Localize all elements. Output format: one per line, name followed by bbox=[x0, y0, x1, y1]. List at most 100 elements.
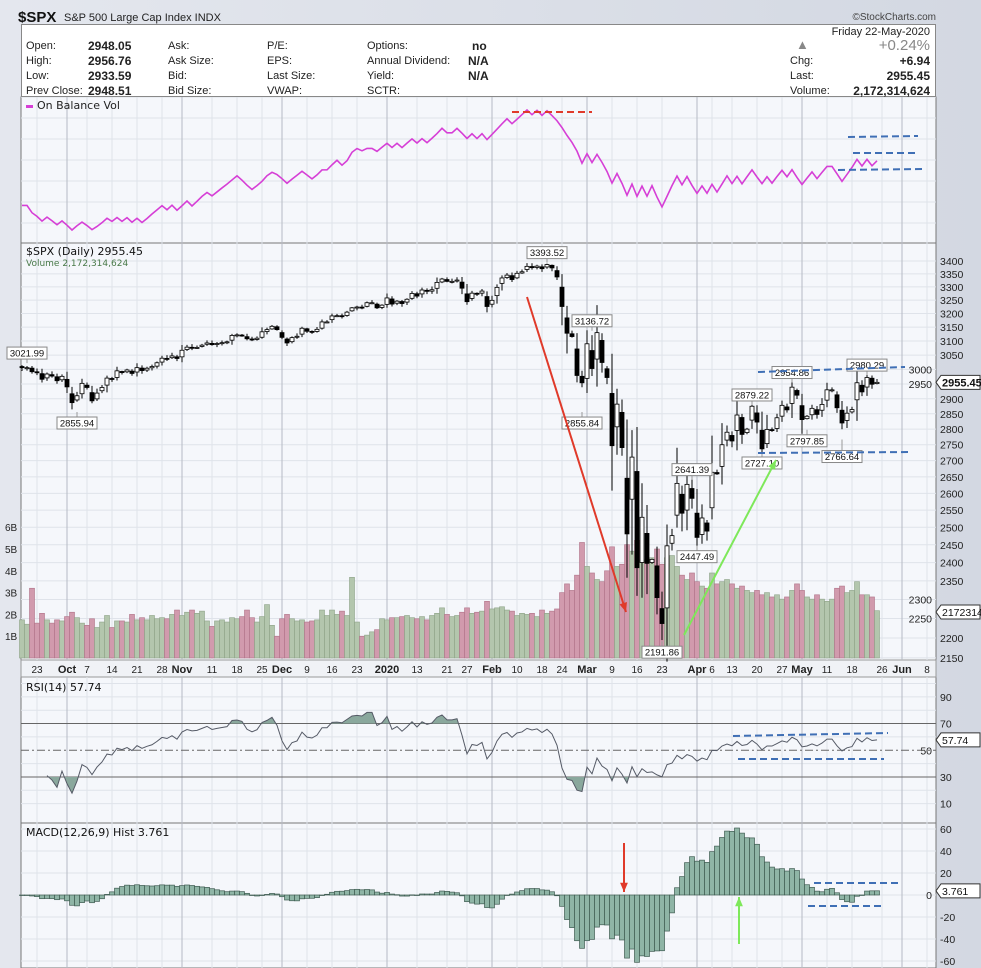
candle bbox=[854, 369, 860, 421]
volume-bar bbox=[354, 621, 360, 659]
macd-hist-bar bbox=[504, 894, 510, 896]
candle bbox=[779, 400, 785, 422]
candle bbox=[249, 336, 255, 342]
volume-bar bbox=[419, 616, 425, 659]
price-label-box bbox=[6, 346, 48, 360]
price-tick-label: 2150 bbox=[940, 653, 964, 665]
candle-body bbox=[469, 292, 475, 299]
macd-hist-bar bbox=[309, 894, 315, 899]
macd-hist-bar bbox=[804, 884, 810, 896]
macd-hist-bar bbox=[529, 888, 535, 896]
candle bbox=[294, 333, 300, 339]
volume-bar bbox=[529, 613, 535, 659]
volume-bar bbox=[334, 614, 340, 659]
macd-hist-bar bbox=[104, 894, 110, 896]
candle-body bbox=[314, 328, 320, 332]
candle bbox=[614, 388, 620, 455]
candle bbox=[349, 306, 355, 312]
macd-hist-bar bbox=[19, 894, 25, 896]
macd-hist-bar bbox=[539, 889, 545, 896]
macd-hist-bar bbox=[819, 891, 825, 896]
macd-hist-bar bbox=[359, 889, 365, 896]
options-label: Options: bbox=[367, 40, 408, 52]
macd-hist-bar bbox=[344, 890, 350, 896]
volume-bar bbox=[114, 620, 120, 659]
candle bbox=[149, 364, 155, 371]
macd-hist-bar bbox=[49, 894, 55, 900]
volume-bar bbox=[754, 590, 760, 659]
candle bbox=[704, 519, 710, 541]
candle-body bbox=[274, 326, 280, 331]
volume-bar bbox=[774, 594, 780, 659]
volume-bar bbox=[594, 579, 600, 659]
candle-body bbox=[109, 378, 115, 380]
macd-hist-bar bbox=[59, 894, 65, 900]
candle-body bbox=[149, 366, 155, 369]
candle bbox=[64, 371, 70, 393]
volume-bar bbox=[179, 615, 185, 659]
candle-body bbox=[574, 348, 580, 376]
rsi-tick-label: 30 bbox=[940, 772, 952, 784]
candle-body bbox=[869, 377, 875, 385]
price-panel bbox=[20, 242, 937, 661]
obv-line bbox=[22, 108, 878, 232]
symbol-name: S&P 500 Large Cap Index INDX bbox=[64, 12, 221, 24]
quote-info-panel bbox=[21, 24, 936, 97]
yield-value: N/A bbox=[468, 69, 489, 83]
volume-tick-label: 4B bbox=[5, 567, 18, 578]
candle-body bbox=[19, 366, 25, 369]
price-tick-label: 3200 bbox=[940, 309, 964, 321]
candle-body bbox=[759, 429, 765, 450]
macd-hist-bar bbox=[474, 894, 480, 905]
candle bbox=[424, 288, 430, 295]
volume-panel-title: Volume 2,172,314,624 bbox=[26, 259, 128, 269]
macd-hist-bar bbox=[219, 890, 225, 896]
macd-hist-bar bbox=[769, 866, 775, 896]
volume-bar bbox=[209, 626, 215, 659]
candle-body bbox=[264, 329, 270, 332]
volume-bar bbox=[234, 618, 240, 659]
macd-hist-bar bbox=[759, 856, 765, 896]
candle bbox=[224, 340, 230, 345]
price-label: 3021.99 bbox=[10, 349, 44, 360]
obv-swatch bbox=[26, 104, 33, 108]
candle-body bbox=[229, 335, 235, 341]
volume-bar bbox=[579, 542, 585, 659]
macd-hist-bar bbox=[284, 894, 290, 901]
macd-hist-bar bbox=[184, 884, 190, 896]
candle-body bbox=[689, 488, 695, 499]
candle-body bbox=[189, 346, 195, 349]
macd-hist-bar bbox=[659, 894, 665, 952]
macd-hist-bar bbox=[399, 894, 405, 897]
candle bbox=[154, 361, 160, 369]
chg-label: Chg: bbox=[790, 55, 814, 67]
candle bbox=[839, 401, 845, 430]
candle bbox=[844, 406, 850, 428]
volume-bar bbox=[254, 621, 260, 659]
date-tick-label: Oct bbox=[58, 664, 77, 676]
macd-hist-bar bbox=[419, 893, 425, 896]
macd-hist-bar bbox=[869, 890, 875, 896]
candle-body bbox=[64, 378, 70, 388]
copyright[interactable]: ©StockCharts.com bbox=[852, 12, 936, 23]
macd-hist-bar bbox=[364, 889, 370, 896]
candle-body bbox=[414, 293, 420, 297]
volume-tick-label: 3B bbox=[5, 589, 18, 600]
candle bbox=[184, 344, 190, 352]
pe-label: P/E: bbox=[267, 40, 288, 52]
obv-resistance-line bbox=[847, 135, 919, 138]
date-tick-label: 6 bbox=[709, 665, 715, 676]
volume-bar bbox=[864, 594, 870, 659]
volume-bar bbox=[444, 614, 450, 659]
candle-body bbox=[524, 265, 530, 270]
macd-hist-bar bbox=[589, 894, 595, 940]
volume-bar bbox=[399, 616, 405, 659]
candle bbox=[109, 376, 115, 382]
volume-bar bbox=[499, 606, 505, 659]
candle-body bbox=[484, 296, 490, 307]
macd-hist-bar bbox=[574, 894, 580, 942]
candle-body bbox=[779, 404, 785, 417]
candle-body bbox=[644, 533, 650, 564]
candle-body bbox=[44, 373, 50, 379]
